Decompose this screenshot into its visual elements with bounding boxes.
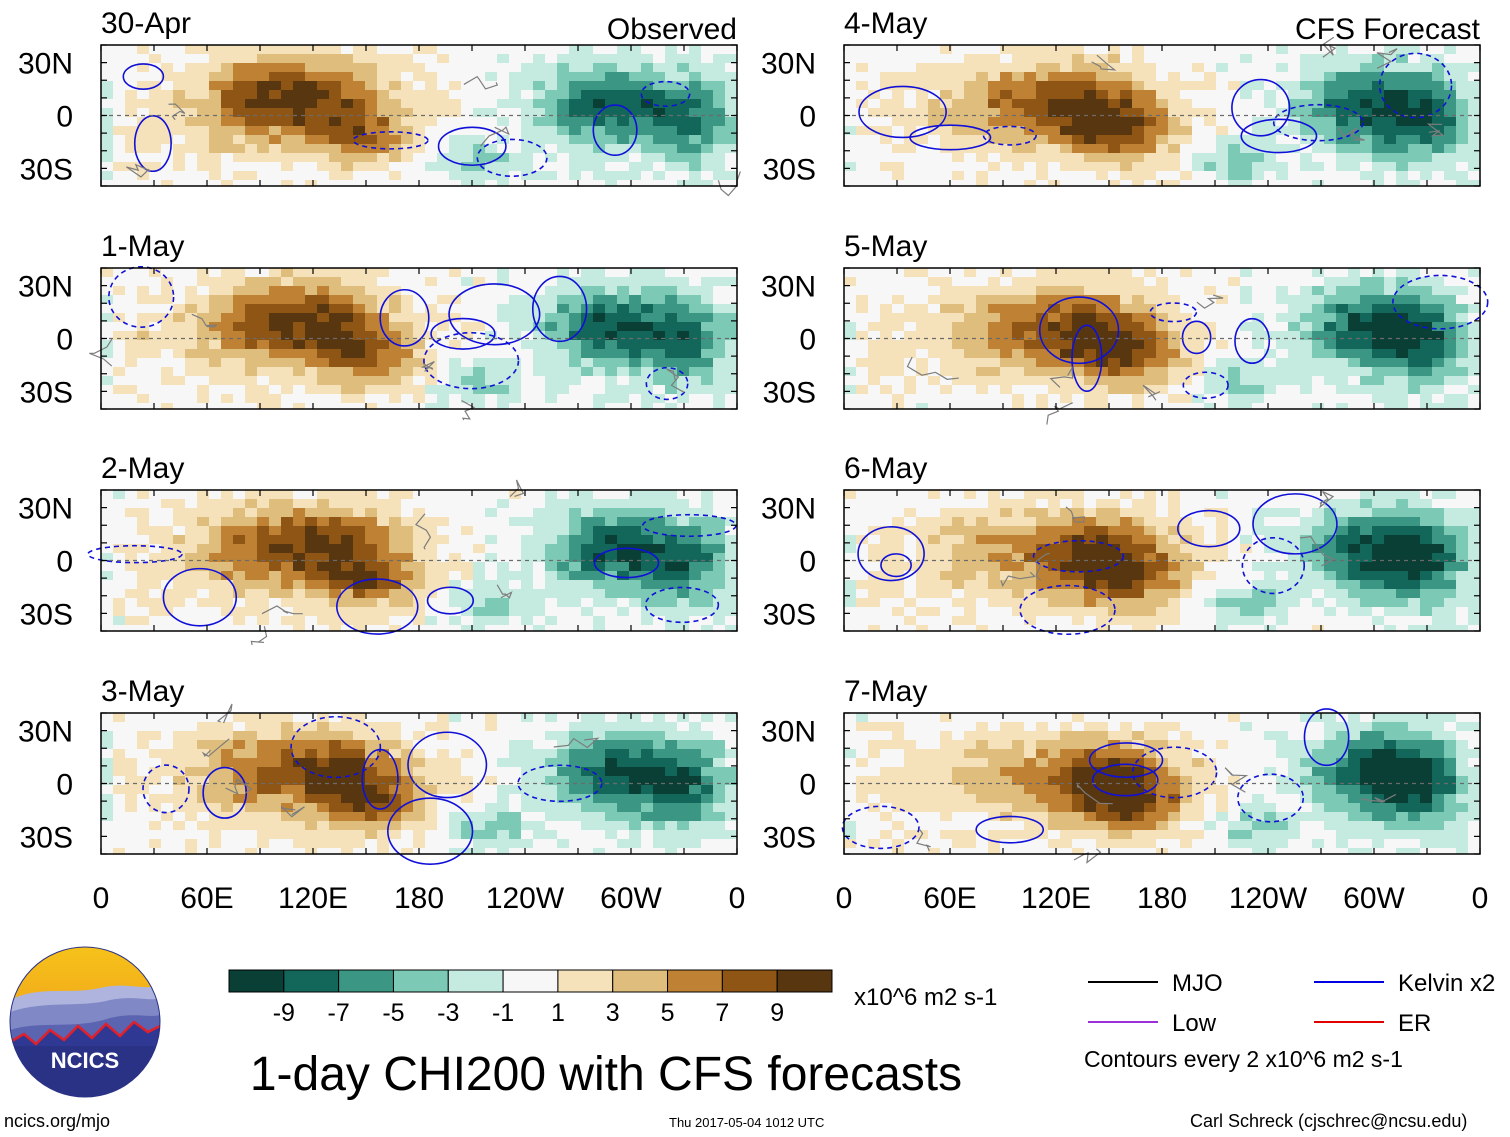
panel-date-label: 6-May [844,452,927,485]
panel-date-label: 30-Apr [101,7,191,40]
x-tick-label: 120W [1229,882,1308,915]
colorbar-label: -3 [437,999,459,1027]
y-tick-label: 30S [20,821,73,854]
colorbar-label: -7 [328,999,350,1027]
x-tick-label: 0 [1472,882,1489,915]
y-tick-label: 0 [799,101,816,134]
legend-label: Low [1172,1010,1217,1037]
y-tick-label: 30N [761,716,816,749]
legend-label: MJO [1172,970,1223,997]
colorbar-swatch [283,969,340,993]
y-tick-label: 0 [56,101,73,134]
colorbar-swatch [502,969,559,993]
y-tick-label: 30S [763,821,816,854]
x-tick-label: 180 [1137,882,1187,915]
x-axis-labels: 0 60E 120E 180 120W 60W 0 0 60E 120E 180 120W 60W 0 [93,882,1489,915]
x-tick-label: 0 [836,882,853,915]
y-tick-label: 0 [799,546,816,579]
panel-7-may: 30N 0 30S 7-May [761,675,1481,864]
figure-title: 1-day CHI200 with CFS forecasts [250,1048,962,1101]
logo-text: NCICS [51,1048,119,1073]
panel-date-label: 4-May [844,7,927,40]
y-tick-label: 30N [761,48,816,81]
column-heading: Observed [607,13,737,46]
panel-3-may: 30N 0 30S 3-May [18,675,738,866]
footer-author: Carl Schreck (cjschrec@ncsu.edu) [1190,1111,1468,1131]
y-tick-label: 30N [18,48,73,81]
colorbar-swatch [392,969,449,993]
y-tick-label: 30S [763,598,816,631]
y-tick-label: 0 [799,324,816,357]
colorbar-swatch [338,969,394,993]
legend-label: Kelvin x2 [1398,970,1495,997]
x-tick-label: 180 [394,882,444,915]
y-tick-label: 0 [56,546,73,579]
x-tick-label: 0 [729,882,746,915]
colorbar-swatch [721,969,778,993]
y-tick-label: 30N [761,493,816,526]
column-heading: CFS Forecast [1295,13,1481,46]
legend-label: ER [1398,1010,1431,1037]
colorbar-swatch [447,969,504,993]
panel-date-label: 2-May [101,452,184,485]
x-tick-label: 60W [1343,882,1405,915]
y-tick-label: 0 [56,324,73,357]
colorbar-units: x10^6 m2 s-1 [854,984,997,1011]
colorbar-label: 1 [551,999,565,1027]
x-tick-label: 60E [923,882,976,915]
footer-link[interactable]: ncics.org/mjo [4,1111,111,1131]
colorbar-swatch [667,969,723,993]
panel-6-may: 30N 0 30S 6-May [761,452,1481,636]
colorbar-label: 9 [770,999,784,1027]
contour-note: Contours every 2 x10^6 m2 s-1 [1084,1046,1403,1072]
y-tick-label: 30S [763,153,816,186]
panel-4-may: 30N 0 30S 4-May CFS Forecast [761,7,1481,187]
y-tick-label: 0 [799,769,816,802]
colorbar-swatch [557,969,614,993]
colorbar: -9 -7 -5 -3 -1 1 3 5 7 9 [228,969,833,1027]
x-tick-label: 120E [1021,882,1091,915]
y-tick-label: 30S [20,153,73,186]
panel-date-label: 1-May [101,230,184,263]
colorbar-label: 3 [606,999,620,1027]
y-tick-label: 30N [18,493,73,526]
y-tick-label: 30N [18,271,73,304]
panel-grid: 30N 0 30S 30-Apr Observed 30N 0 30S 1-May 30N 0 30S… [18,7,1489,866]
panel-date-label: 7-May [844,675,927,708]
x-tick-label: 0 [93,882,110,915]
y-tick-label: 30N [761,271,816,304]
y-tick-label: 30S [763,376,816,409]
colorbar-swatch [228,969,285,993]
panel-2-may: 30N 0 30S 2-May [18,452,738,646]
panel-5-may: 30N 0 30S 5-May [761,230,1489,425]
x-tick-label: 120E [278,882,348,915]
colorbar-label: -1 [492,999,514,1027]
legend: MJO Kelvin x2 Low ER [1088,970,1495,1037]
ncics-logo: NCICS [9,946,161,1098]
colorbar-label: 5 [661,999,675,1027]
colorbar-swatch [776,969,833,993]
y-tick-label: 0 [56,769,73,802]
y-tick-label: 30S [20,376,73,409]
x-tick-label: 120W [486,882,565,915]
panel-date-label: 3-May [101,675,184,708]
colorbar-label: 7 [715,999,729,1027]
y-tick-label: 30N [18,716,73,749]
x-tick-label: 60E [180,882,233,915]
footer-timestamp: Thu 2017-05-04 1012 UTC [669,1115,825,1130]
y-tick-label: 30S [20,598,73,631]
x-tick-label: 60W [600,882,662,915]
panel-date-label: 5-May [844,230,927,263]
colorbar-label: -5 [382,999,404,1027]
panel-30-apr: 30N 0 30S 30-Apr Observed [18,7,741,197]
colorbar-swatch [612,969,669,993]
colorbar-label: -9 [273,999,295,1027]
panel-1-may: 30N 0 30S 1-May [18,230,738,421]
